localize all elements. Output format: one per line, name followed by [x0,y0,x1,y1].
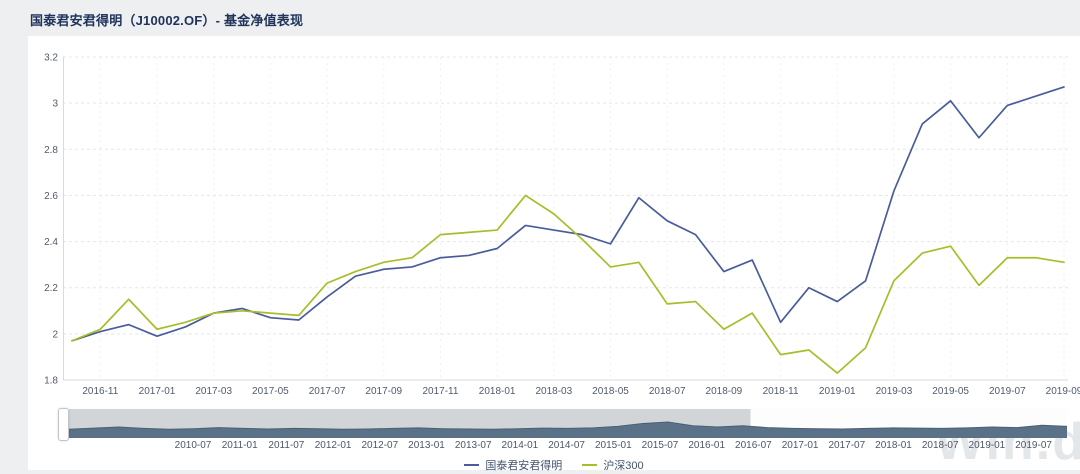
x-axis-tick-label: 2019-03 [876,386,913,397]
navigator-tick-label: 2012-07 [361,440,399,451]
y-axis-tick-label: 2.6 [44,191,58,202]
y-axis-tick-label: 2.8 [44,145,58,156]
x-axis-tick-label: 2017-09 [365,386,402,397]
navigator-tick-label: 2018-07 [921,440,959,451]
hs300-series-color-swatch [582,464,598,466]
navigator-area [69,422,1067,438]
navigator-tick-label: 2012-01 [314,440,352,451]
x-axis-tick-label: 2017-05 [252,386,289,397]
navigator-tick-label: 2011-01 [221,440,258,451]
y-axis-tick-label: 2 [52,329,58,340]
legend-label-hs300: 沪深300 [603,460,644,472]
hs300-series-line[interactable] [71,194,1065,374]
x-axis-tick-label: 2017-11 [422,386,458,397]
navigator-tick-label: 2019-07 [1015,440,1052,451]
x-axis-tick-label: 2019-09 [1046,386,1080,397]
navigator-tick-label: 2015-01 [594,440,632,451]
y-axis-tick-label: 2.2 [44,283,58,294]
x-axis-tick-label: 2018-09 [706,386,743,397]
y-axis-tick-label: 3.2 [44,53,58,64]
x-axis-tick-label: 2018-05 [592,386,629,397]
legend-label-fund: 国泰君安君得明 [485,460,563,472]
navigator-tick-label: 2010-07 [174,440,212,451]
x-axis-tick-label: 2017-07 [309,386,346,397]
navigator-tick-label: 2013-01 [408,440,445,451]
x-axis-tick-label: 2019-01 [819,386,856,397]
navigator-tick-label: 2011-07 [268,440,305,451]
legend-item-hs300[interactable]: 沪深300 [582,457,644,473]
x-axis-tick-label: 2018-07 [649,386,686,397]
fund-nav-line-chart[interactable]: 2016-11 2017-01 2017-03 2017-05 2017-07 2017-… [28,36,1080,406]
x-axis-tick-label: 2017-01 [139,386,176,397]
fund-series-line[interactable] [71,86,1065,342]
fund-series-color-swatch [464,464,480,466]
navigator-tick-label: 2017-07 [828,440,866,451]
range-navigator[interactable] [58,408,1068,441]
x-axis-tick-label: 2019-07 [989,386,1026,397]
navigator-mini-chart[interactable] [69,409,1067,438]
navigator-tick-label: 2016-01 [688,440,726,451]
navigator-tick-label: 2014-01 [501,440,539,451]
navigator-left-handle[interactable] [58,408,69,441]
navigator-tick-label: 2018-01 [875,440,912,451]
y-axis-tick-label: 1.8 [44,376,58,387]
x-axis-tick-label: 2019-05 [932,386,969,397]
x-axis-tick-label: 2017-03 [195,386,232,397]
navigator-tick-label: 2016-07 [735,440,772,451]
chart-panel: Win.d 2016-11 2017-01 2017-03 2017-05 2017-0… [28,36,1080,472]
legend: 国泰君安君得明 沪深300 [28,456,1080,474]
navigator-tick-label: 2015-07 [641,440,679,451]
navigator-area-edge [69,421,1067,430]
y-axis-tick-label: 3 [52,99,58,110]
x-axis-tick-label: 2018-03 [535,386,572,397]
navigator-axis: 2010-07 2011-01 2011-07 2012-01 2012-07 2013-… [28,440,1080,453]
navigator-tick-label: 2019-01 [968,440,1006,451]
x-axis-tick-label: 2018-01 [479,386,516,397]
x-axis-tick-label: 2018-11 [763,386,799,397]
chart-title: 国泰君安君得明（J10002.OF）- 基金净值表现 [30,13,304,28]
navigator-tick-label: 2014-07 [548,440,585,451]
x-axis-tick-label: 2016-11 [82,386,118,397]
navigator-tick-label: 2017-01 [781,440,819,451]
navigator-tick-label: 2013-07 [454,440,492,451]
y-axis-tick-label: 2.4 [44,237,58,248]
legend-item-fund[interactable]: 国泰君安君得明 [464,457,562,473]
